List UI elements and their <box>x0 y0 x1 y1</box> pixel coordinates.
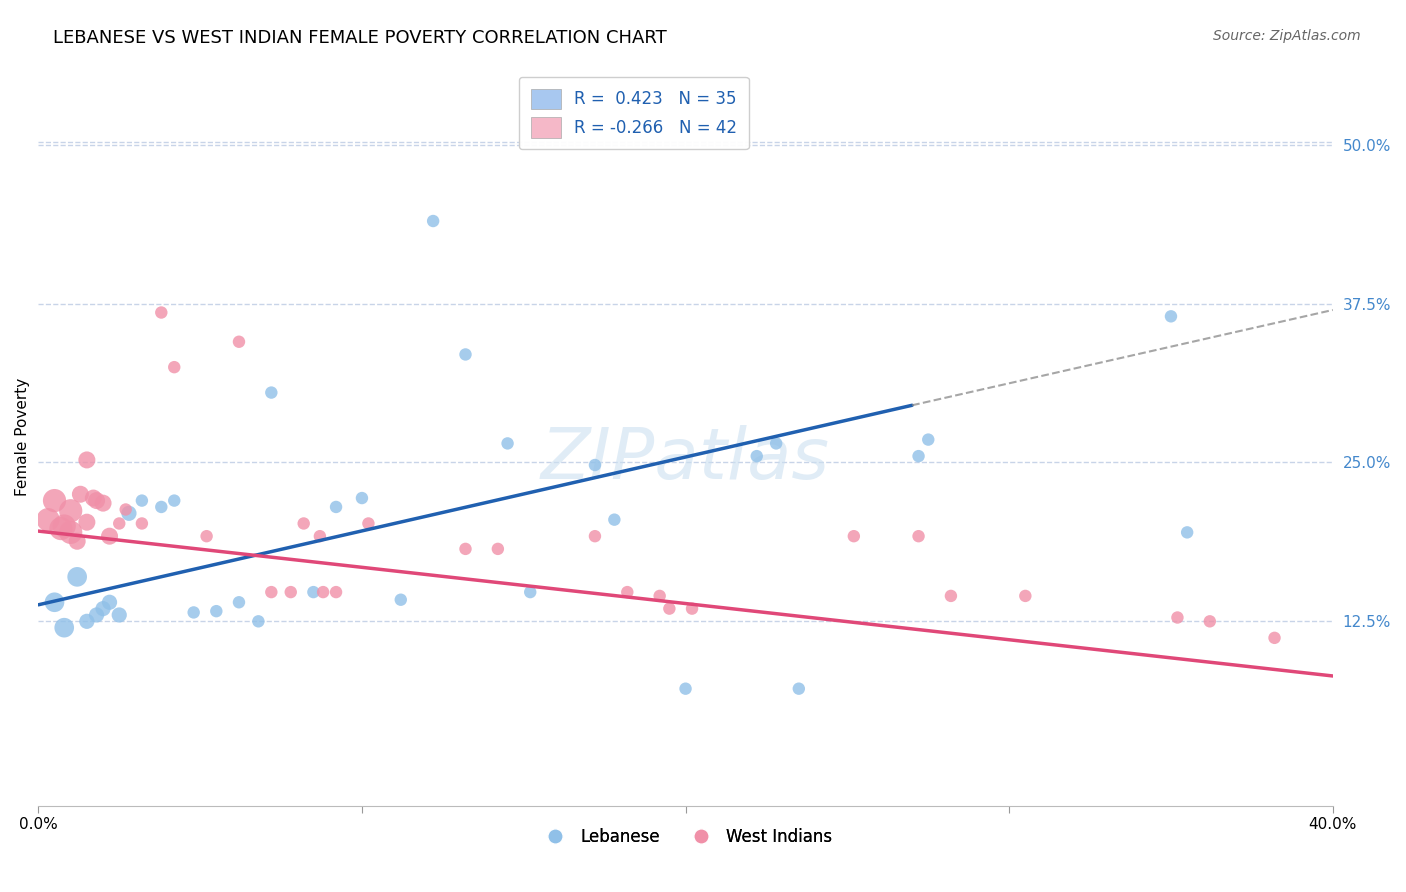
Point <box>260 385 283 400</box>
Point <box>44 595 66 609</box>
Point <box>228 334 250 349</box>
Point <box>496 436 519 450</box>
Point <box>108 516 131 531</box>
Point <box>114 502 136 516</box>
Point <box>939 589 962 603</box>
Point <box>658 601 681 615</box>
Point <box>675 681 697 696</box>
Point <box>745 449 768 463</box>
Point <box>454 347 477 361</box>
Point <box>454 541 477 556</box>
Point <box>76 515 98 529</box>
Point <box>648 589 671 603</box>
Point <box>616 585 638 599</box>
Point <box>91 496 114 510</box>
Point <box>519 585 541 599</box>
Point <box>280 585 302 599</box>
Point <box>76 453 98 467</box>
Point <box>583 458 606 472</box>
Point <box>292 516 315 531</box>
Point <box>53 519 76 533</box>
Point <box>150 305 173 319</box>
Point <box>163 360 186 375</box>
Point <box>59 504 82 518</box>
Point <box>247 615 270 629</box>
Point <box>1014 589 1036 603</box>
Point <box>1198 615 1220 629</box>
Point <box>1160 310 1182 324</box>
Point <box>842 529 865 543</box>
Point <box>312 585 335 599</box>
Point <box>91 601 114 615</box>
Point <box>66 570 89 584</box>
Point <box>195 529 218 543</box>
Point <box>205 604 228 618</box>
Point <box>1263 631 1285 645</box>
Point <box>163 493 186 508</box>
Point <box>309 529 332 543</box>
Point <box>150 500 173 514</box>
Point <box>389 592 412 607</box>
Point <box>108 607 131 622</box>
Point <box>82 491 104 505</box>
Point <box>350 491 373 505</box>
Point <box>583 529 606 543</box>
Point <box>183 606 205 620</box>
Point <box>69 487 91 501</box>
Point <box>260 585 283 599</box>
Point <box>49 522 72 536</box>
Point <box>86 607 108 622</box>
Point <box>37 513 59 527</box>
Legend: Lebanese, West Indians: Lebanese, West Indians <box>531 822 839 853</box>
Point <box>66 534 89 549</box>
Point <box>53 621 76 635</box>
Point <box>917 433 939 447</box>
Point <box>1175 525 1198 540</box>
Point <box>131 493 153 508</box>
Point <box>228 595 250 609</box>
Text: Source: ZipAtlas.com: Source: ZipAtlas.com <box>1213 29 1361 44</box>
Point <box>98 529 121 543</box>
Point <box>131 516 153 531</box>
Point <box>44 493 66 508</box>
Point <box>302 585 325 599</box>
Point <box>76 615 98 629</box>
Point <box>118 506 141 520</box>
Point <box>325 585 347 599</box>
Point <box>1166 610 1188 624</box>
Point <box>486 541 509 556</box>
Y-axis label: Female Poverty: Female Poverty <box>15 378 30 496</box>
Point <box>907 449 929 463</box>
Point <box>325 500 347 514</box>
Point <box>681 601 703 615</box>
Text: LEBANESE VS WEST INDIAN FEMALE POVERTY CORRELATION CHART: LEBANESE VS WEST INDIAN FEMALE POVERTY C… <box>53 29 668 47</box>
Point <box>765 436 787 450</box>
Point <box>86 493 108 508</box>
Text: ZIPatlas: ZIPatlas <box>541 425 830 493</box>
Point <box>59 525 82 540</box>
Point <box>787 681 810 696</box>
Point <box>603 513 626 527</box>
Point <box>98 595 121 609</box>
Point <box>422 214 444 228</box>
Point <box>907 529 929 543</box>
Point <box>357 516 380 531</box>
